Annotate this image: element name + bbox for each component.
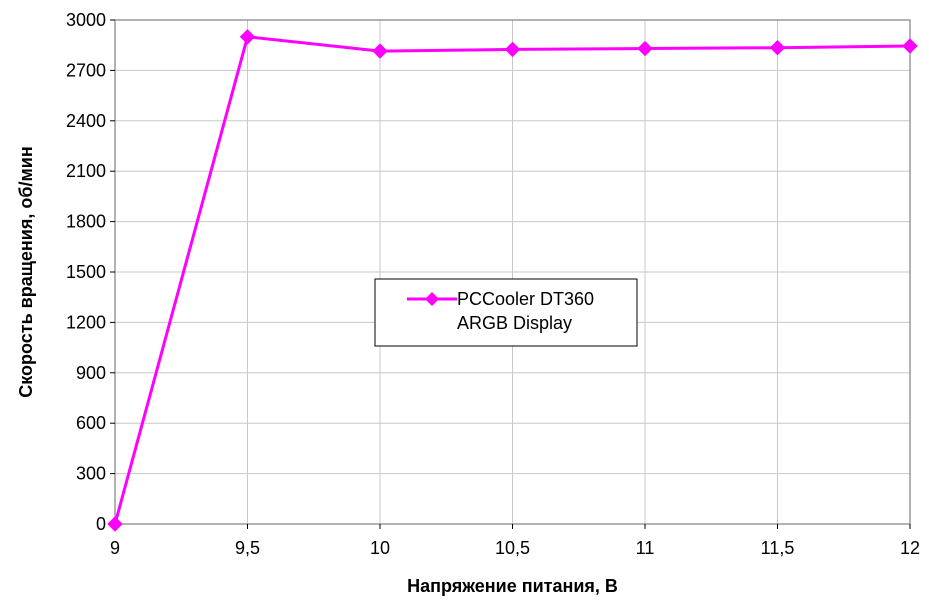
x-tick-label: 11 bbox=[636, 538, 655, 558]
legend-label-line-2: ARGB Display bbox=[457, 313, 572, 333]
data-point-marker bbox=[902, 38, 918, 54]
y-tick-label: 600 bbox=[76, 413, 106, 433]
data-point-marker bbox=[372, 43, 388, 59]
grid bbox=[115, 20, 910, 524]
y-tick-label: 0 bbox=[96, 514, 106, 534]
y-axis-title: Скорость вращения, об/мин bbox=[16, 146, 36, 398]
x-tick-label: 9 bbox=[110, 538, 120, 558]
y-tick-label: 1800 bbox=[66, 212, 106, 232]
y-tick-label: 900 bbox=[76, 363, 106, 383]
data-point-marker bbox=[239, 29, 256, 45]
y-tick-label: 2400 bbox=[66, 111, 106, 131]
legend: PCCooler DT360 ARGB Display bbox=[374, 278, 638, 347]
x-axis-ticks: 9 9,5 10 10,5 11 11,5 12 bbox=[110, 524, 920, 558]
y-tick-label: 3000 bbox=[66, 10, 106, 30]
data-point-marker bbox=[107, 516, 123, 532]
x-tick-label: 11,5 bbox=[761, 538, 795, 558]
data-point-marker bbox=[769, 40, 786, 56]
y-tick-label: 1500 bbox=[66, 262, 106, 282]
x-axis-title: Напряжение питания, В bbox=[407, 576, 618, 596]
y-tick-label: 2700 bbox=[66, 60, 106, 80]
legend-marker bbox=[425, 292, 439, 306]
y-tick-label: 2100 bbox=[66, 161, 106, 181]
legend-box bbox=[374, 278, 638, 347]
y-tick-label: 300 bbox=[76, 464, 106, 484]
data-point-marker bbox=[637, 40, 653, 57]
x-tick-label: 10,5 bbox=[495, 538, 530, 558]
y-axis-ticks: 0 300 600 900 1200 1500 1800 2100 2400 2700 3000 bbox=[66, 10, 115, 534]
y-tick-label: 1200 bbox=[66, 312, 106, 332]
x-tick-label: 10 bbox=[370, 538, 390, 558]
x-tick-label: 9,5 bbox=[235, 538, 260, 558]
series-layer bbox=[107, 29, 918, 532]
x-tick-label: 12 bbox=[900, 538, 920, 558]
legend-label-line-1: PCCooler DT360 bbox=[457, 289, 594, 309]
data-point-marker bbox=[504, 41, 521, 58]
